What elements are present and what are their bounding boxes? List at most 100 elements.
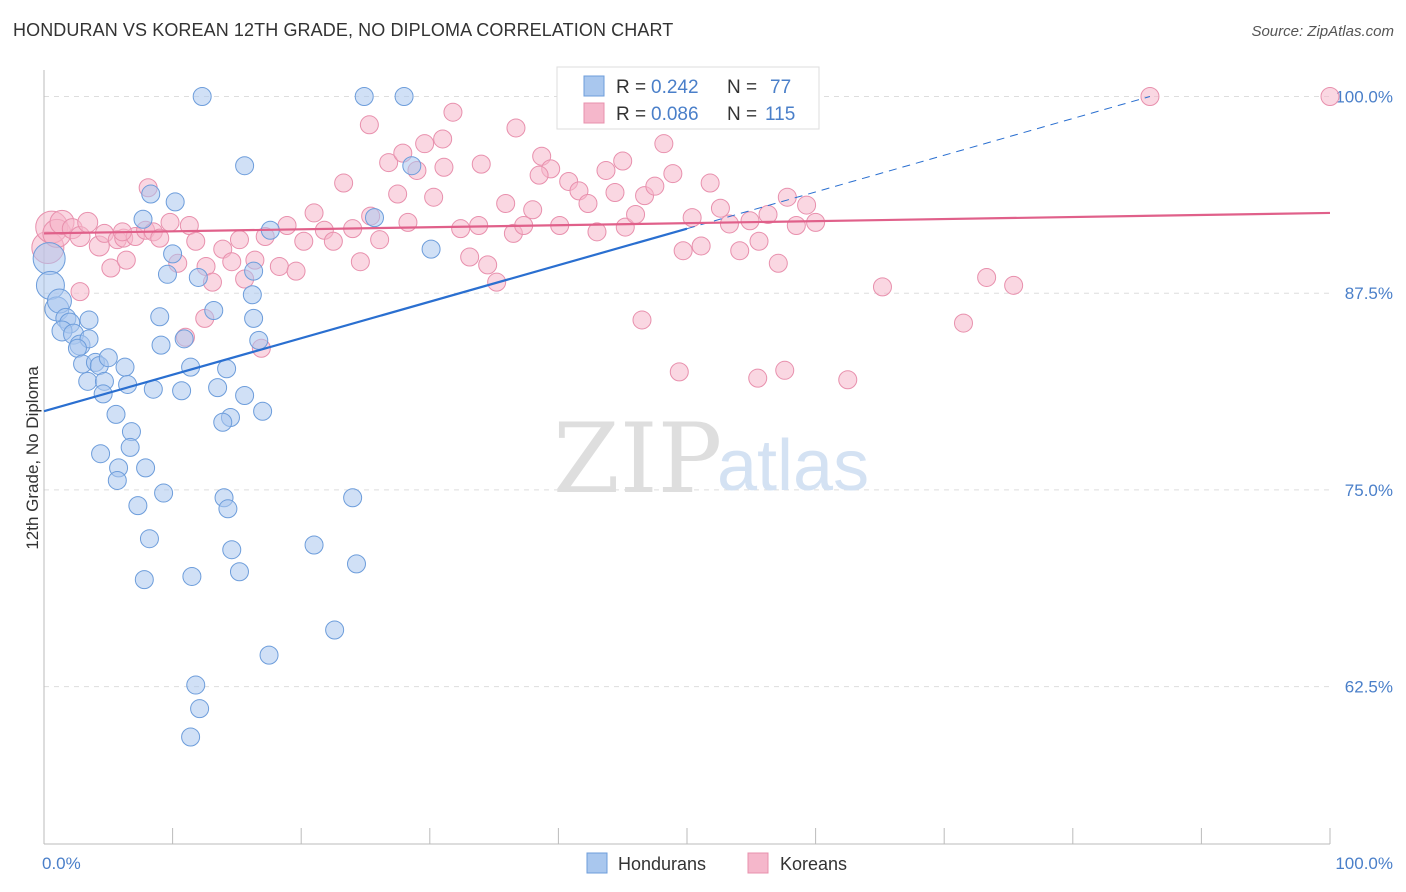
korean-point — [304, 203, 324, 223]
honduran-point — [157, 264, 177, 284]
korean-point — [632, 310, 652, 330]
korean-point — [471, 154, 491, 174]
y-tick-label: 100.0% — [1335, 87, 1393, 106]
honduran-point — [67, 338, 87, 358]
honduran-point — [154, 483, 174, 503]
honduran-point — [402, 156, 422, 176]
watermark-zip: ZIP — [553, 403, 722, 515]
korean-point — [229, 230, 249, 250]
honduran-point — [136, 458, 156, 478]
y-axis-title: 12th Grade, No Diploma — [23, 366, 42, 550]
korean-point — [615, 217, 635, 237]
korean-point — [700, 173, 720, 193]
stats-legend-r-value-koreans: 0.086 — [651, 104, 699, 125]
honduran-point — [208, 378, 228, 398]
bottom-legend-label-koreans[interactable]: Koreans — [780, 854, 847, 874]
honduran-point — [128, 496, 148, 516]
watermark-atlas: atlas — [717, 426, 869, 506]
chart-title: HONDURAN VS KOREAN 12TH GRADE, NO DIPLOM… — [13, 20, 674, 40]
korean-point — [626, 205, 646, 225]
honduran-point — [121, 422, 141, 442]
korean-point — [334, 173, 354, 193]
korean-point — [953, 313, 973, 333]
honduran-point — [186, 675, 206, 695]
source-label: Source: ZipAtlas.com — [1251, 23, 1394, 40]
honduran-point — [253, 401, 273, 421]
stats-legend-n-label-koreans: N = — [727, 104, 757, 125]
korean-point — [277, 216, 297, 236]
korean-point — [786, 216, 806, 236]
korean-point — [645, 176, 665, 196]
korean-point — [797, 195, 817, 215]
korean-point — [872, 277, 892, 297]
korean-point — [359, 115, 379, 135]
honduran-point — [163, 244, 183, 264]
honduran-point — [244, 261, 264, 281]
korean-point — [506, 118, 526, 138]
watermark: ZIP atlas — [553, 403, 869, 515]
honduran-point — [325, 620, 345, 640]
korean-point — [578, 193, 598, 213]
korean-point — [1320, 86, 1340, 106]
korean-point — [460, 247, 480, 267]
honduran-point — [79, 310, 99, 330]
honduran-point — [182, 566, 202, 586]
x-tick-label-max: 100.0% — [1335, 854, 1393, 873]
stats-legend-r-label-hondurans: R = — [616, 77, 646, 98]
honduran-point — [218, 499, 238, 519]
honduran-point — [91, 444, 111, 464]
honduran-point — [217, 359, 237, 379]
honduran-point — [204, 301, 224, 321]
honduran-point — [150, 307, 170, 327]
honduran-point — [139, 529, 159, 549]
korean-point — [523, 200, 543, 220]
korean-point — [379, 153, 399, 173]
korean-point — [478, 255, 498, 275]
bottom-legend-swatch-hondurans[interactable] — [586, 852, 608, 874]
honduran-point — [151, 335, 171, 355]
honduran-point — [343, 488, 363, 508]
honduran-point — [174, 329, 194, 349]
bottom-legend-swatch-koreans[interactable] — [747, 852, 769, 874]
honduran-point — [229, 562, 249, 582]
korean-point — [496, 193, 516, 213]
korean-point — [777, 187, 797, 207]
honduran-point — [249, 330, 269, 350]
korean-point — [222, 252, 242, 272]
korean-point — [748, 368, 768, 388]
stats-legend-swatch-koreans — [583, 102, 605, 124]
y-tick-label: 62.5% — [1345, 678, 1393, 697]
bottom-legend-label-hondurans[interactable]: Hondurans — [618, 854, 706, 874]
trend-lines — [43, 95, 1331, 413]
korean-point — [719, 214, 739, 234]
honduran-point — [141, 184, 161, 204]
honduran-point — [118, 374, 138, 394]
korean-point — [768, 253, 788, 273]
honduran-point — [346, 554, 366, 574]
honduran-point — [192, 86, 212, 106]
x-tick-label-min: 0.0% — [42, 854, 81, 873]
korean-point — [286, 261, 306, 281]
honduran-point — [172, 381, 192, 401]
korean-point — [977, 267, 997, 287]
korean-point — [587, 222, 607, 242]
koreans-points — [31, 86, 1340, 390]
korean-point — [663, 164, 683, 184]
honduran-point — [115, 357, 135, 377]
y-tick-label: 75.0% — [1345, 481, 1393, 500]
honduran-point — [188, 267, 208, 287]
stats-legend-r-label-koreans: R = — [616, 104, 646, 125]
korean-point — [605, 182, 625, 202]
korean-point — [749, 231, 769, 251]
honduran-point — [120, 437, 140, 457]
korean-point — [654, 134, 674, 154]
korean-point — [294, 231, 314, 251]
honduran-point — [165, 192, 185, 212]
korean-point — [77, 211, 99, 233]
korean-point — [101, 258, 121, 278]
korean-point — [150, 228, 170, 248]
korean-point — [740, 211, 760, 231]
korean-point — [596, 160, 616, 180]
koreans-trend-line — [43, 211, 1331, 235]
